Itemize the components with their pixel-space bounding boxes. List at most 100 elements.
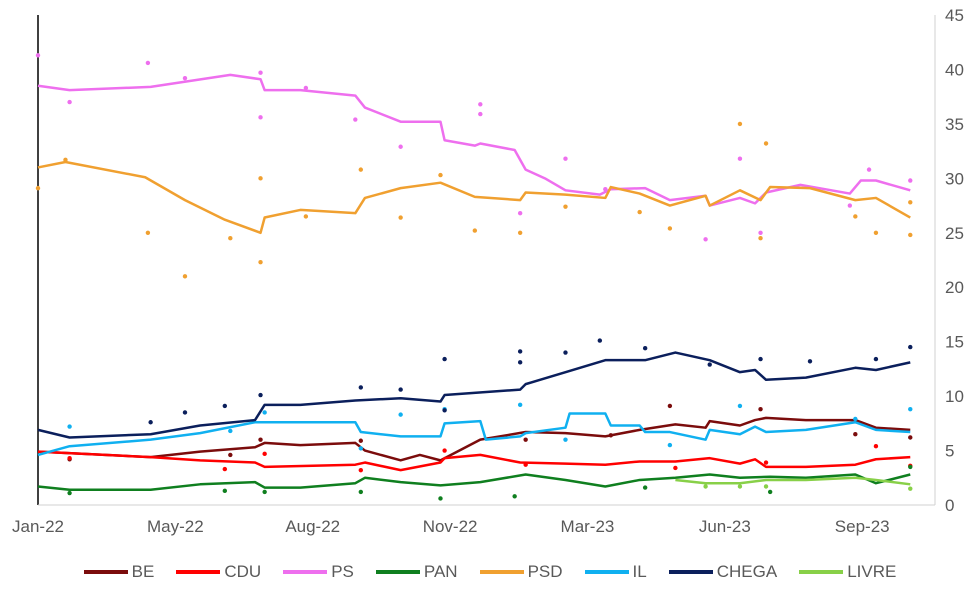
data-point <box>472 228 478 233</box>
legend-item-pan: PAN <box>375 562 458 582</box>
data-point <box>358 167 364 172</box>
data-point <box>258 70 263 75</box>
trend-line <box>37 416 911 462</box>
data-point <box>228 236 233 241</box>
data-point <box>847 203 853 208</box>
data-point <box>438 172 443 178</box>
trend-line <box>37 412 911 457</box>
data-point <box>262 489 267 495</box>
series-il <box>37 402 913 457</box>
legend-label: PS <box>331 562 354 581</box>
data-point <box>398 412 403 417</box>
data-point <box>667 403 673 409</box>
data-point <box>737 156 743 161</box>
data-point <box>262 410 267 415</box>
data-point <box>517 230 523 235</box>
legend-label: CDU <box>224 562 262 581</box>
legend: BE CDU PS PAN PSD IL CHEGA LIVRE <box>0 562 980 582</box>
legend-label: IL <box>632 562 647 581</box>
legend-label: CHEGA <box>716 562 778 581</box>
data-point <box>807 359 813 364</box>
data-point <box>563 350 568 355</box>
series-psd <box>35 121 913 279</box>
series-ps <box>35 53 913 242</box>
axes: 0 5 10 15 20 25 30 35 40 45 Jan-22 May-22 Aug-22 Nov-… <box>12 6 964 536</box>
data-point <box>758 356 763 362</box>
x-tick-label: Mar-23 <box>561 517 615 536</box>
legend-item-chega: CHEGA <box>668 562 778 582</box>
data-point <box>258 392 263 398</box>
trend-line <box>37 160 911 235</box>
legend-label: PSD <box>527 562 563 581</box>
legend-label: BE <box>131 562 155 581</box>
data-point <box>853 214 858 219</box>
x-tick-label: May-22 <box>147 517 204 536</box>
data-point <box>908 178 913 183</box>
data-point <box>222 466 228 472</box>
legend-item-il: IL <box>584 562 647 582</box>
y-tick-label: 15 <box>945 333 964 352</box>
series-be <box>37 403 913 462</box>
legend-label: PAN <box>423 562 458 581</box>
data-point <box>642 485 648 490</box>
legend-swatch <box>479 570 524 574</box>
y-tick-label: 25 <box>945 224 964 243</box>
legend-item-be: BE <box>83 562 155 582</box>
data-point <box>563 437 568 442</box>
data-point <box>63 157 68 163</box>
legend-item-ps: PS <box>283 562 354 582</box>
data-point <box>517 360 523 365</box>
data-point <box>35 185 41 191</box>
data-point <box>303 214 309 219</box>
x-tick-label: Nov-22 <box>423 517 478 536</box>
y-tick-label: 10 <box>945 387 964 406</box>
x-tick-label: Aug-22 <box>285 517 340 536</box>
data-point <box>228 452 233 458</box>
trend-line <box>37 73 911 207</box>
data-point <box>358 438 364 443</box>
data-point <box>67 455 72 461</box>
data-point <box>703 237 708 242</box>
data-point <box>182 75 188 81</box>
data-point <box>478 111 483 117</box>
data-point <box>258 115 263 120</box>
data-point <box>303 85 309 91</box>
trend-line <box>37 473 911 492</box>
data-point <box>908 344 913 350</box>
x-tick-label: Sep-23 <box>835 517 890 536</box>
data-point <box>517 210 523 216</box>
data-point <box>358 446 364 451</box>
y-tick-label: 0 <box>945 496 954 515</box>
trend-line <box>37 351 911 439</box>
data-point <box>908 200 913 205</box>
data-point <box>262 451 267 457</box>
data-point <box>258 176 263 181</box>
data-point <box>258 259 263 265</box>
data-point <box>758 236 763 241</box>
series-livre <box>675 476 913 491</box>
data-point <box>438 496 443 501</box>
data-point <box>758 230 763 235</box>
data-point <box>707 362 712 367</box>
data-point <box>873 230 879 235</box>
data-point <box>703 484 708 489</box>
line-chart: 0 5 10 15 20 25 30 35 40 45 Jan-22 May-22 Aug-22 Nov-… <box>12 6 964 536</box>
data-point <box>398 387 403 392</box>
data-point <box>512 494 517 499</box>
data-point <box>398 215 403 220</box>
data-point <box>222 403 228 409</box>
data-point <box>673 465 678 471</box>
data-point <box>442 356 447 362</box>
data-point <box>442 448 447 453</box>
legend-swatch <box>375 570 420 574</box>
legend-swatch <box>83 570 128 574</box>
data-point <box>523 437 528 442</box>
data-point <box>866 167 872 172</box>
trend-line <box>675 476 911 486</box>
legend-swatch <box>283 570 328 574</box>
data-point <box>145 230 151 235</box>
data-point <box>145 60 151 66</box>
data-point <box>67 424 72 429</box>
data-point <box>667 226 673 231</box>
data-point <box>442 408 447 413</box>
